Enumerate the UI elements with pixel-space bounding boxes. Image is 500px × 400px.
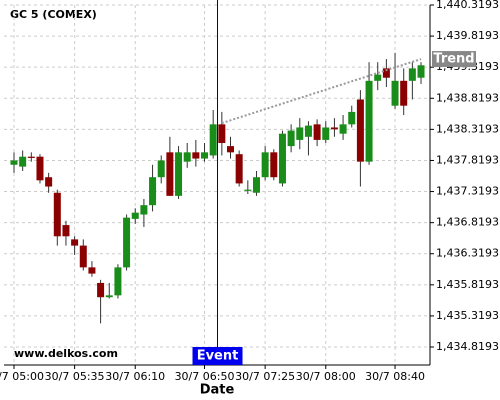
candle-body: [157, 160, 165, 178]
candle-body: [348, 111, 356, 125]
x-tick-label: 30/7 05:35: [45, 370, 105, 383]
trend-line: [221, 58, 422, 125]
x-tick-label: 30/7 08:00: [296, 370, 356, 383]
candle-body: [252, 177, 260, 193]
candle-body: [105, 295, 113, 298]
candle-body: [192, 152, 200, 159]
candle-body: [261, 152, 269, 178]
y-tick-label: 1,440.3193: [436, 0, 499, 11]
candle-body: [79, 245, 87, 268]
candle-body: [149, 177, 157, 206]
candle-body: [45, 177, 53, 187]
trend-label: Trend: [433, 52, 474, 67]
candle-body: [382, 68, 390, 78]
y-tick-label: 1,438.3193: [436, 122, 499, 135]
candle-body: [209, 124, 217, 156]
x-tick-label: 30/7 06:10: [105, 370, 165, 383]
candle-body: [374, 74, 382, 81]
candle-body: [227, 146, 234, 153]
x-tick-label: 30/7 05:00: [0, 370, 44, 383]
candle-body: [304, 125, 312, 137]
candle-body: [365, 80, 373, 162]
chart-title: GC 5 (COMEX): [10, 8, 97, 21]
watermark: www.delkos.com: [14, 347, 118, 360]
candle-body: [114, 267, 122, 296]
y-tick-label: 1,435.8193: [436, 278, 499, 291]
x-axis-title: Date: [200, 383, 235, 398]
candle-body: [10, 160, 18, 165]
candle-body: [175, 152, 183, 196]
x-tick-label: 30/7 06:50: [175, 370, 235, 383]
candle-body: [19, 156, 27, 167]
candle-body: [183, 152, 191, 162]
y-tick-label: 1,436.8193: [436, 216, 499, 229]
candle-body: [88, 267, 96, 274]
x-tick-label: 30/7 07:25: [235, 370, 295, 383]
candle-body: [62, 225, 70, 237]
candle-body: [313, 124, 321, 140]
y-tick-label: 1,434.8193: [436, 340, 499, 353]
candle-body: [287, 130, 295, 147]
event-box: [192, 347, 243, 365]
y-tick-label: 1,438.8193: [436, 91, 499, 104]
candle-body: [391, 80, 399, 106]
candle-body: [235, 154, 243, 184]
candle-body: [201, 152, 209, 159]
candle-body: [322, 127, 330, 140]
candle-body: [408, 68, 416, 81]
candle-body: [97, 282, 105, 298]
x-tick-label: 30/7 08:40: [365, 370, 425, 383]
candle-body: [27, 156, 35, 158]
event-label: Event: [197, 349, 239, 364]
candle-body: [270, 152, 278, 178]
candle-body: [131, 212, 139, 219]
candle-body: [53, 192, 61, 237]
candle-body: [417, 65, 425, 78]
candle-body: [123, 217, 131, 268]
y-tick-label: 1,436.3193: [436, 247, 499, 260]
candle-body: [356, 99, 364, 162]
candle-body: [400, 80, 408, 106]
candle-body: [244, 189, 252, 191]
trend-label-box: [432, 51, 476, 68]
candle-body: [36, 156, 44, 181]
y-tick-label: 1,437.3193: [436, 185, 499, 198]
candle-body: [296, 127, 304, 140]
y-tick-label: 1,437.8193: [436, 153, 499, 166]
candle-body: [140, 205, 148, 215]
candle-body: [330, 127, 338, 130]
candle-body: [278, 133, 286, 184]
y-tick-label: 1,439.8193: [436, 29, 499, 42]
candle-body: [166, 152, 174, 196]
candle-body: [218, 124, 226, 144]
candle-body: [339, 124, 347, 134]
candle-body: [71, 239, 79, 246]
y-tick-label: 1,435.3193: [436, 309, 499, 322]
